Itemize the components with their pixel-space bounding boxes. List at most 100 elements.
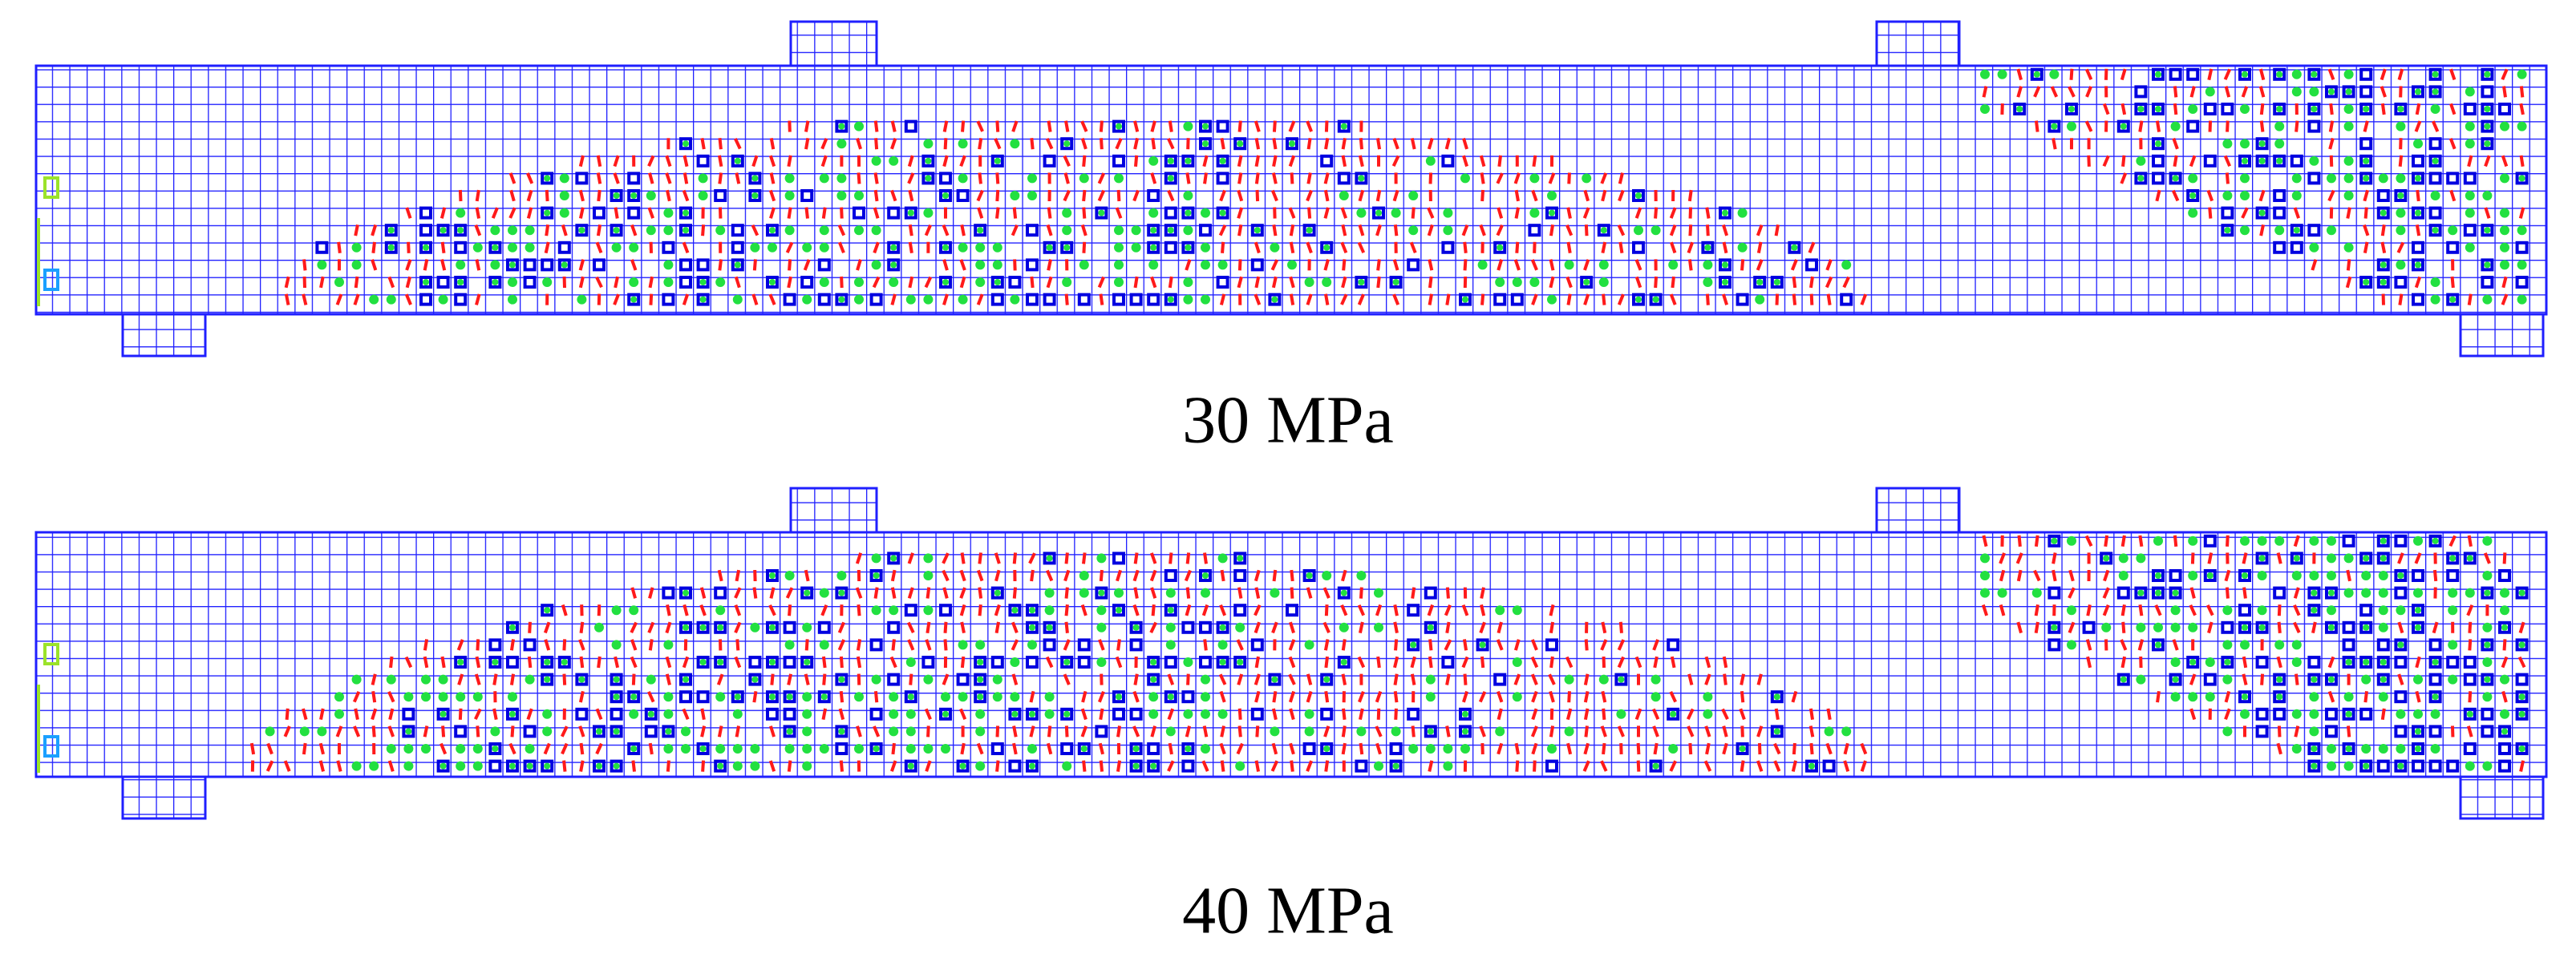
crack-line <box>1548 673 1556 685</box>
crack-crush <box>2238 620 2251 634</box>
crack-crush <box>1216 656 1229 669</box>
crack-line <box>1254 621 1261 634</box>
crack-open <box>2380 209 2387 216</box>
crack-open <box>663 277 674 287</box>
crack-line <box>1549 656 1554 669</box>
crack-line <box>906 621 915 633</box>
crack-open <box>2449 296 2457 303</box>
crack-line <box>2242 587 2247 599</box>
crack-line <box>1375 725 1383 738</box>
crack-line <box>1219 189 1226 202</box>
crack-crush <box>2047 638 2061 652</box>
crack-line <box>2225 587 2230 599</box>
crack-open <box>769 624 776 631</box>
crack-open <box>2501 624 2508 631</box>
crack-open <box>889 156 899 166</box>
crack-open <box>854 692 864 702</box>
crack-crush <box>1736 742 1749 755</box>
crack-crush <box>2169 586 2182 600</box>
crack-crush <box>575 172 589 185</box>
crack-line <box>994 552 1001 564</box>
crack-open <box>1062 225 1072 236</box>
crack-open <box>682 209 689 216</box>
crack-line <box>2397 621 2404 634</box>
crack-line <box>1115 656 1123 669</box>
crack-crush <box>2238 569 2251 582</box>
panel-40 <box>34 487 2548 820</box>
crack-open <box>1046 555 1053 562</box>
crack-line <box>1289 742 1295 755</box>
crack-line <box>1323 259 1330 271</box>
crack-line <box>1480 293 1485 305</box>
crack-line <box>924 708 932 721</box>
crack-line <box>1237 587 1243 599</box>
crack-open <box>2396 744 2406 754</box>
crack-crush <box>593 206 606 220</box>
crack-line <box>2016 68 2023 81</box>
crack-crush <box>1077 293 1091 306</box>
crack-open <box>1322 571 1332 580</box>
crack-open <box>1773 279 1780 285</box>
crack-line <box>1428 293 1433 305</box>
crack-crush <box>2428 656 2442 669</box>
crack-crush <box>904 604 917 617</box>
crack-crush <box>610 690 623 704</box>
crack-crush <box>1597 224 1610 237</box>
crack-crush <box>557 240 571 254</box>
crack-open <box>1079 173 1089 184</box>
crack-line <box>1393 691 1399 703</box>
crack-crush <box>1216 620 1229 634</box>
crack-line <box>1428 639 1433 651</box>
crack-line <box>1654 207 1659 219</box>
crack-open <box>699 296 707 303</box>
crack-line <box>839 691 844 703</box>
crack-crush <box>1060 240 1074 254</box>
crack-open <box>630 192 638 199</box>
crack-open <box>1374 588 1383 598</box>
crack-crush <box>436 707 450 721</box>
crack-crush <box>2428 224 2442 237</box>
crack-line <box>925 639 932 651</box>
crack-crush <box>835 725 849 738</box>
crack-line <box>2206 189 2214 202</box>
crack-line <box>1099 569 1104 582</box>
crack-open <box>2327 173 2336 184</box>
crack-open <box>1079 260 1089 270</box>
crack-line <box>352 690 361 703</box>
crack-crush <box>1632 293 1645 306</box>
crack-crush <box>2359 604 2373 617</box>
crack-line <box>1133 587 1139 599</box>
crack-open <box>1462 296 1468 303</box>
crack-crush <box>696 620 710 634</box>
crack-open <box>2291 709 2302 719</box>
crack-line <box>1082 155 1087 167</box>
crack-line <box>318 742 325 755</box>
crack-open <box>423 279 429 285</box>
crack-line <box>2121 621 2126 633</box>
crack-line <box>476 725 480 738</box>
crack-line <box>405 207 412 219</box>
crack-line <box>630 259 638 271</box>
crack-line <box>2242 552 2248 564</box>
crack-line <box>1218 673 1227 685</box>
crack-line <box>1080 604 1088 616</box>
crack-line <box>752 690 758 703</box>
crack-open <box>2276 106 2283 112</box>
crack-line <box>371 259 378 271</box>
crack-open <box>351 260 362 270</box>
crack-open <box>2500 674 2509 685</box>
crack-crush <box>1026 707 1039 721</box>
mesh <box>121 313 207 358</box>
crack-line <box>649 293 654 305</box>
crack-line <box>404 293 412 305</box>
crack-line <box>855 552 863 564</box>
crack-line <box>2346 259 2351 271</box>
crack-open <box>769 227 776 234</box>
crack-crush <box>1545 759 1558 773</box>
crack-line <box>1149 621 1158 633</box>
crack-line <box>787 673 792 685</box>
crack-crush <box>1286 137 1298 151</box>
crack-line <box>1825 276 1833 289</box>
crack-open <box>2517 121 2527 131</box>
